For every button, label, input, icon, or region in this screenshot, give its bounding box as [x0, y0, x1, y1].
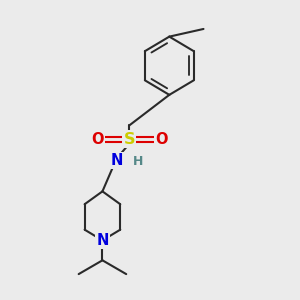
Text: O: O: [155, 132, 167, 147]
Text: N: N: [96, 233, 109, 248]
Text: N: N: [111, 153, 124, 168]
Text: H: H: [133, 155, 143, 168]
Text: S: S: [123, 132, 135, 147]
Text: O: O: [91, 132, 103, 147]
